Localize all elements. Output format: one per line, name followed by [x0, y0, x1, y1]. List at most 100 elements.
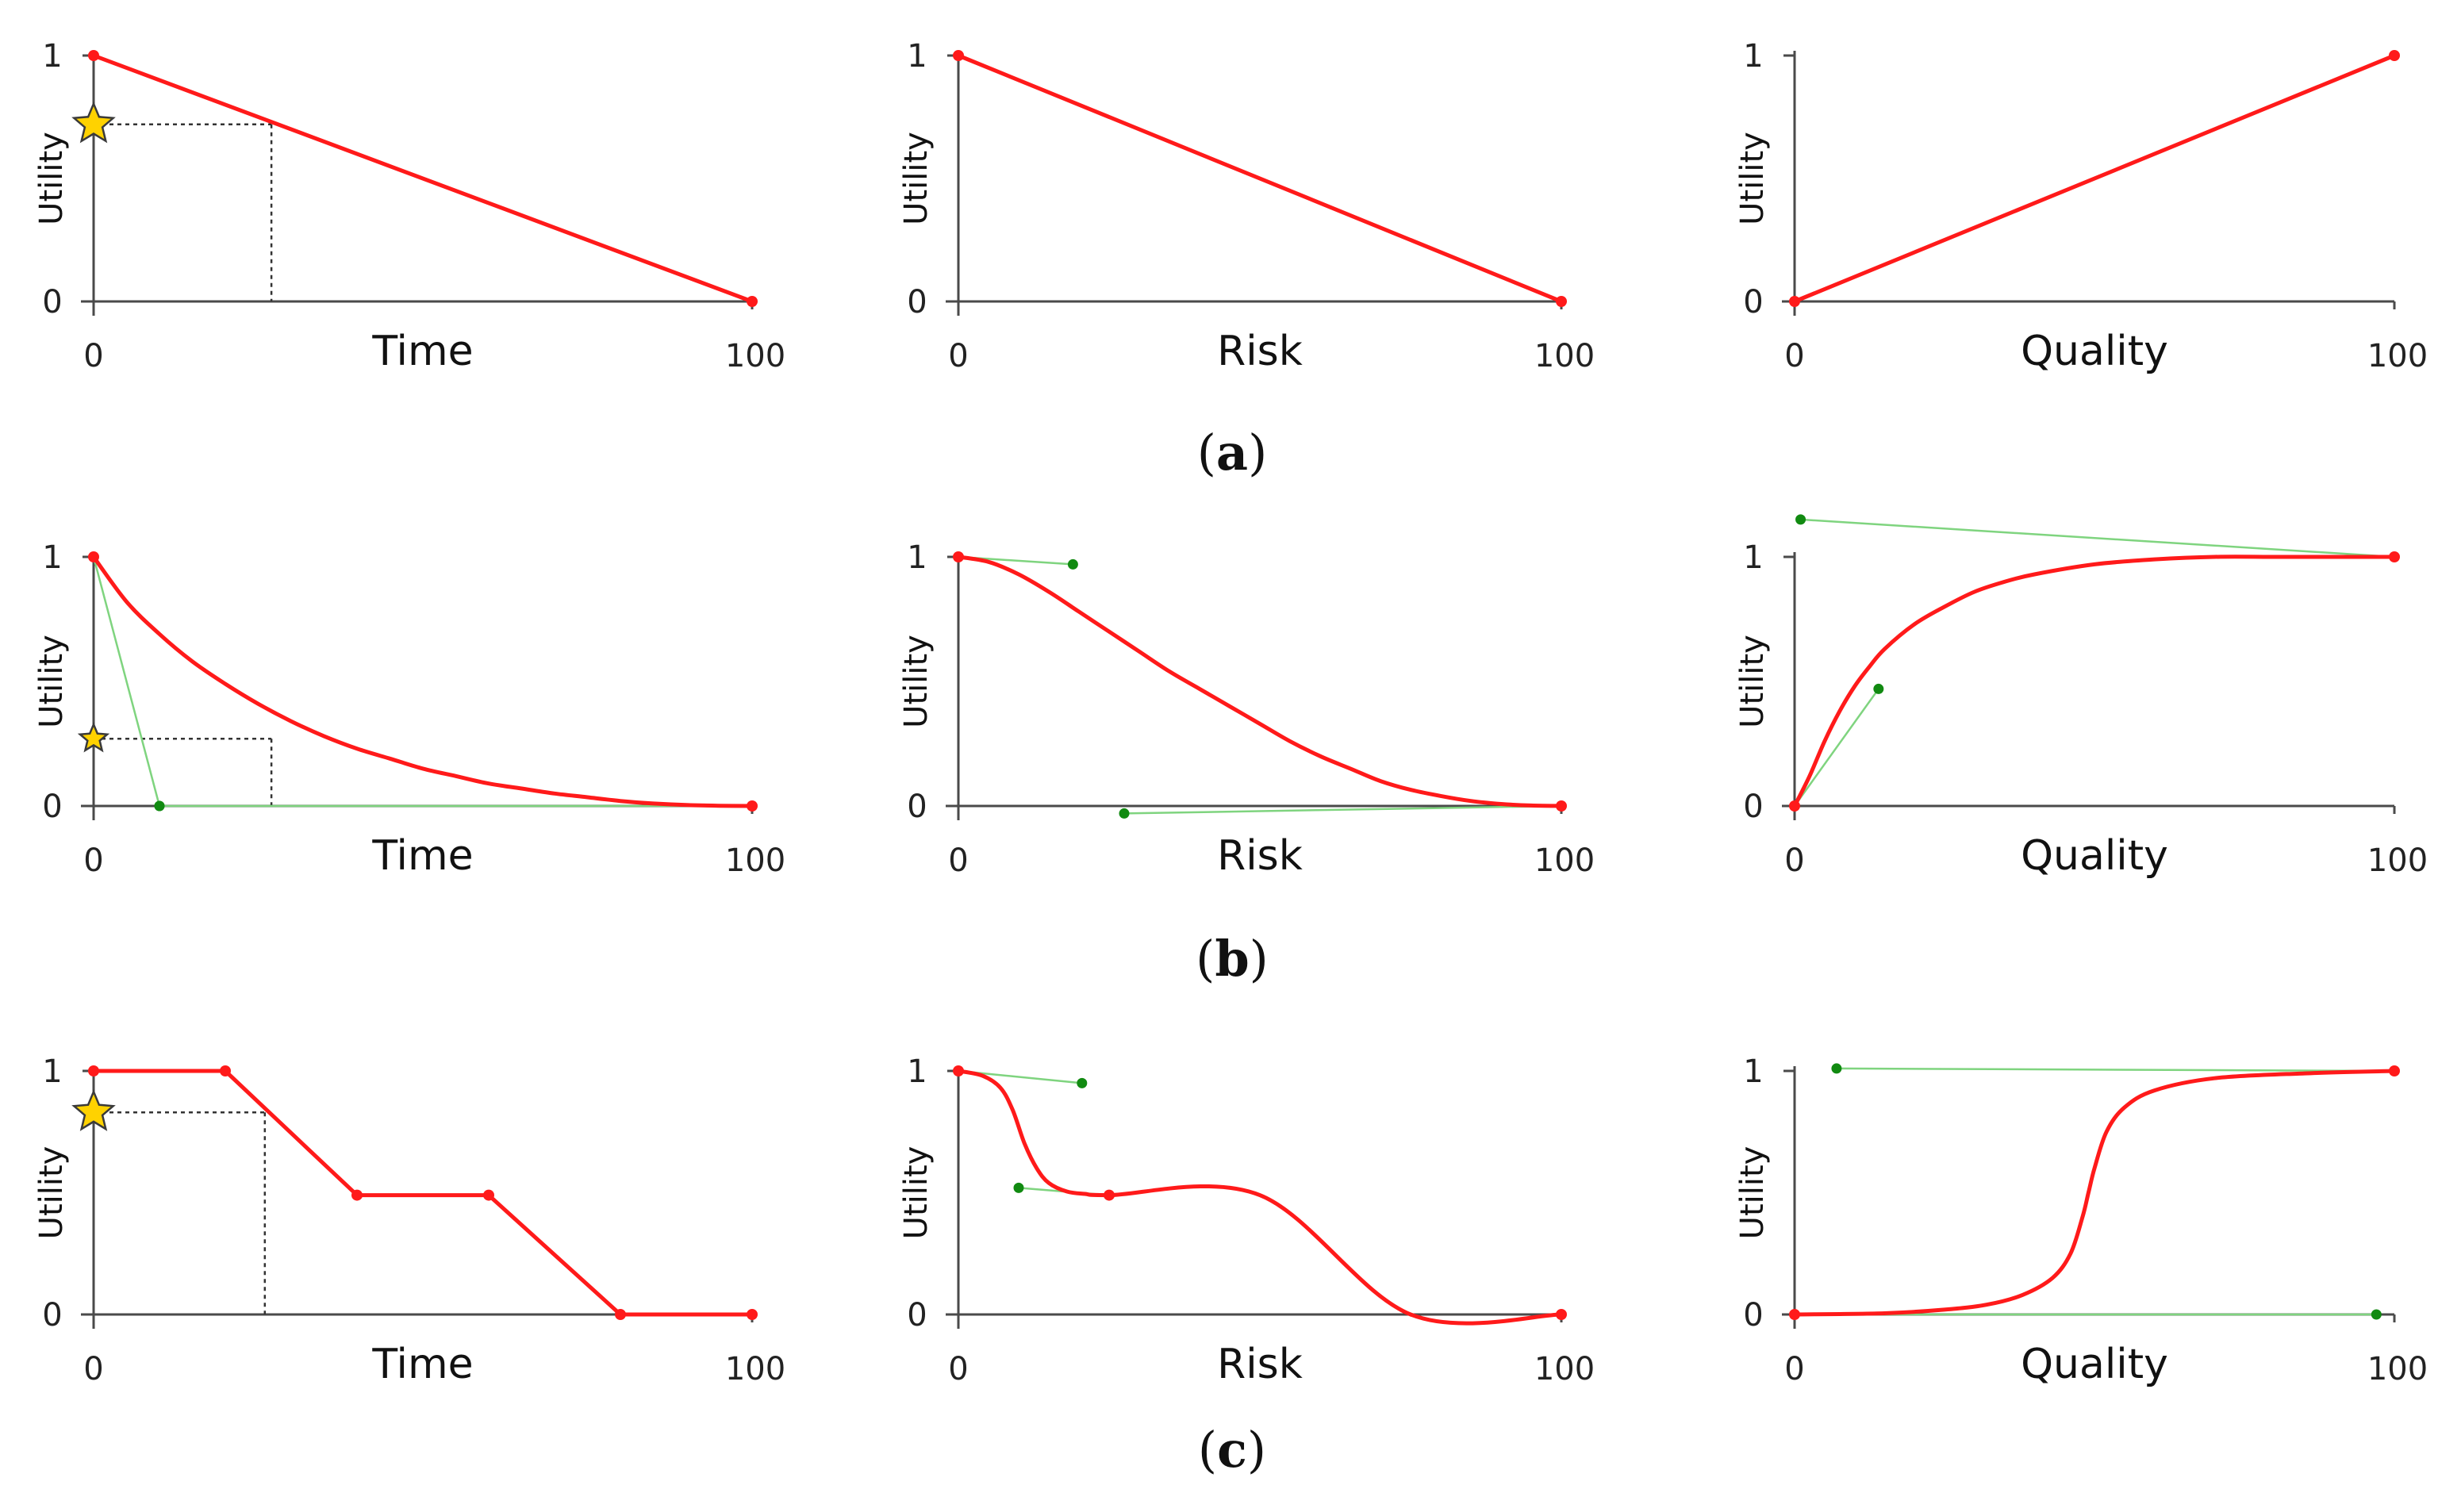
curve-point — [953, 50, 964, 61]
x-tick-label: 100 — [725, 1351, 785, 1387]
curve-point — [747, 1309, 758, 1320]
x-tick-label: 0 — [1784, 842, 1804, 879]
curve-point — [1556, 296, 1567, 307]
x-tick-label: 100 — [2367, 842, 2428, 879]
y-tick-label: 0 — [42, 789, 62, 825]
panel-c-quality: 0 1 0 100 Quality Utility — [1734, 1053, 2428, 1388]
x-axis-label: Quality — [2021, 832, 2168, 880]
curve-point — [1789, 296, 1800, 307]
curve-point — [2389, 551, 2400, 562]
y-tick-label: 1 — [42, 38, 62, 75]
x-tick-label: 0 — [83, 842, 103, 879]
utility-curve — [1792, 1069, 2397, 1317]
y-axis-label: Utility — [33, 635, 70, 728]
control-handle-point — [2371, 1309, 2382, 1320]
y-axis-label: Utility — [898, 635, 935, 728]
curve-point — [747, 800, 758, 812]
control-handle-point — [1873, 683, 1884, 694]
y-tick-label: 0 — [907, 1297, 927, 1334]
y-tick-label: 0 — [42, 1297, 62, 1334]
x-axis-label: Time — [371, 1341, 473, 1388]
panel-c-risk: 0 1 0 100 Risk Utility — [898, 1053, 1595, 1388]
y-axis-label: Utility — [898, 1146, 935, 1240]
y-axis-label: Utility — [33, 1146, 70, 1240]
x-tick-label: 0 — [83, 338, 103, 374]
control-handle-line — [1123, 804, 1562, 815]
x-tick-label: 100 — [1534, 1351, 1595, 1387]
x-axis-label: Risk — [1217, 1341, 1303, 1388]
curve-point — [483, 1189, 494, 1201]
control-handle-point — [1795, 514, 1806, 525]
x-tick-label: 0 — [948, 842, 968, 879]
curve-point — [1789, 1309, 1800, 1320]
y-tick-label: 1 — [1743, 539, 1763, 576]
utility-curve — [956, 53, 1564, 304]
y-tick-label: 1 — [1743, 1053, 1763, 1090]
control-handle-line — [92, 556, 161, 807]
utility-curve — [1792, 555, 2397, 808]
y-tick-label: 0 — [1743, 789, 1763, 825]
control-handle-point — [154, 800, 165, 812]
y-axis-label: Utility — [33, 132, 70, 225]
control-handle-line — [1836, 1067, 2395, 1073]
panel-caption-a: (a) — [1197, 424, 1268, 482]
x-axis-label: Quality — [2021, 1341, 2168, 1388]
utility-curve — [1792, 53, 2397, 304]
star-marker — [71, 1088, 116, 1131]
curve-point — [953, 1065, 964, 1076]
x-tick-label: 0 — [948, 1351, 968, 1387]
x-tick-label: 100 — [2367, 338, 2428, 374]
panel-caption-b: (b) — [1196, 930, 1269, 988]
y-tick-label: 1 — [907, 38, 927, 75]
control-handle-point — [1013, 1182, 1024, 1193]
x-tick-label: 100 — [725, 338, 785, 374]
curve-point — [615, 1309, 626, 1320]
curve-point — [88, 50, 99, 61]
control-handle-point — [1119, 808, 1130, 819]
y-axis-label: Utility — [1734, 132, 1771, 225]
x-axis-label: Time — [371, 328, 473, 375]
curve-point — [747, 296, 758, 307]
curve-point — [2389, 1065, 2400, 1076]
curve-point — [953, 551, 964, 562]
x-axis-label: Risk — [1217, 328, 1303, 375]
panel-b-risk: 0 1 0 100 Risk Utility — [898, 539, 1595, 880]
x-tick-label: 100 — [725, 842, 785, 879]
panel-b-quality: 0 1 0 100 Quality Utility — [1734, 514, 2428, 880]
y-tick-label: 1 — [907, 1053, 927, 1090]
x-tick-label: 0 — [948, 338, 968, 374]
utility-curve — [956, 1069, 1564, 1326]
utility-curve — [956, 555, 1564, 808]
x-tick-label: 0 — [1784, 338, 1804, 374]
utility-curve — [91, 1069, 754, 1317]
panel-caption-c: (c) — [1198, 1421, 1266, 1479]
x-tick-label: 100 — [2367, 1351, 2428, 1387]
y-tick-label: 0 — [1743, 1297, 1763, 1334]
y-axis-label: Utility — [1734, 635, 1771, 728]
control-handle-point — [1067, 558, 1078, 570]
y-tick-label: 1 — [42, 1053, 62, 1090]
curve-point — [1789, 800, 1800, 812]
x-tick-label: 100 — [1534, 842, 1595, 879]
utility-curve — [91, 53, 754, 304]
control-handle-line — [1793, 688, 1879, 807]
curve-point — [1556, 1309, 1567, 1320]
control-handle-point — [1077, 1077, 1088, 1088]
y-tick-label: 0 — [907, 284, 927, 320]
panel-c-time: 0 1 0 100 Time Utility — [33, 1053, 785, 1388]
y-tick-label: 0 — [1743, 284, 1763, 320]
curve-point — [2389, 50, 2400, 61]
curve-point — [351, 1189, 363, 1201]
y-tick-label: 0 — [907, 789, 927, 825]
x-tick-label: 0 — [1784, 1351, 1804, 1387]
x-axis-label: Risk — [1217, 832, 1303, 880]
x-tick-label: 0 — [83, 1351, 103, 1387]
panel-a-risk: 0 1 0 100 Risk Utility — [898, 38, 1595, 375]
y-axis-label: Utility — [1734, 1146, 1771, 1240]
panel-a-time: 0 1 0 100 Time Utility — [33, 38, 785, 375]
control-handle-line — [1800, 518, 2395, 558]
star-marker — [77, 721, 110, 753]
y-tick-label: 1 — [42, 539, 62, 576]
